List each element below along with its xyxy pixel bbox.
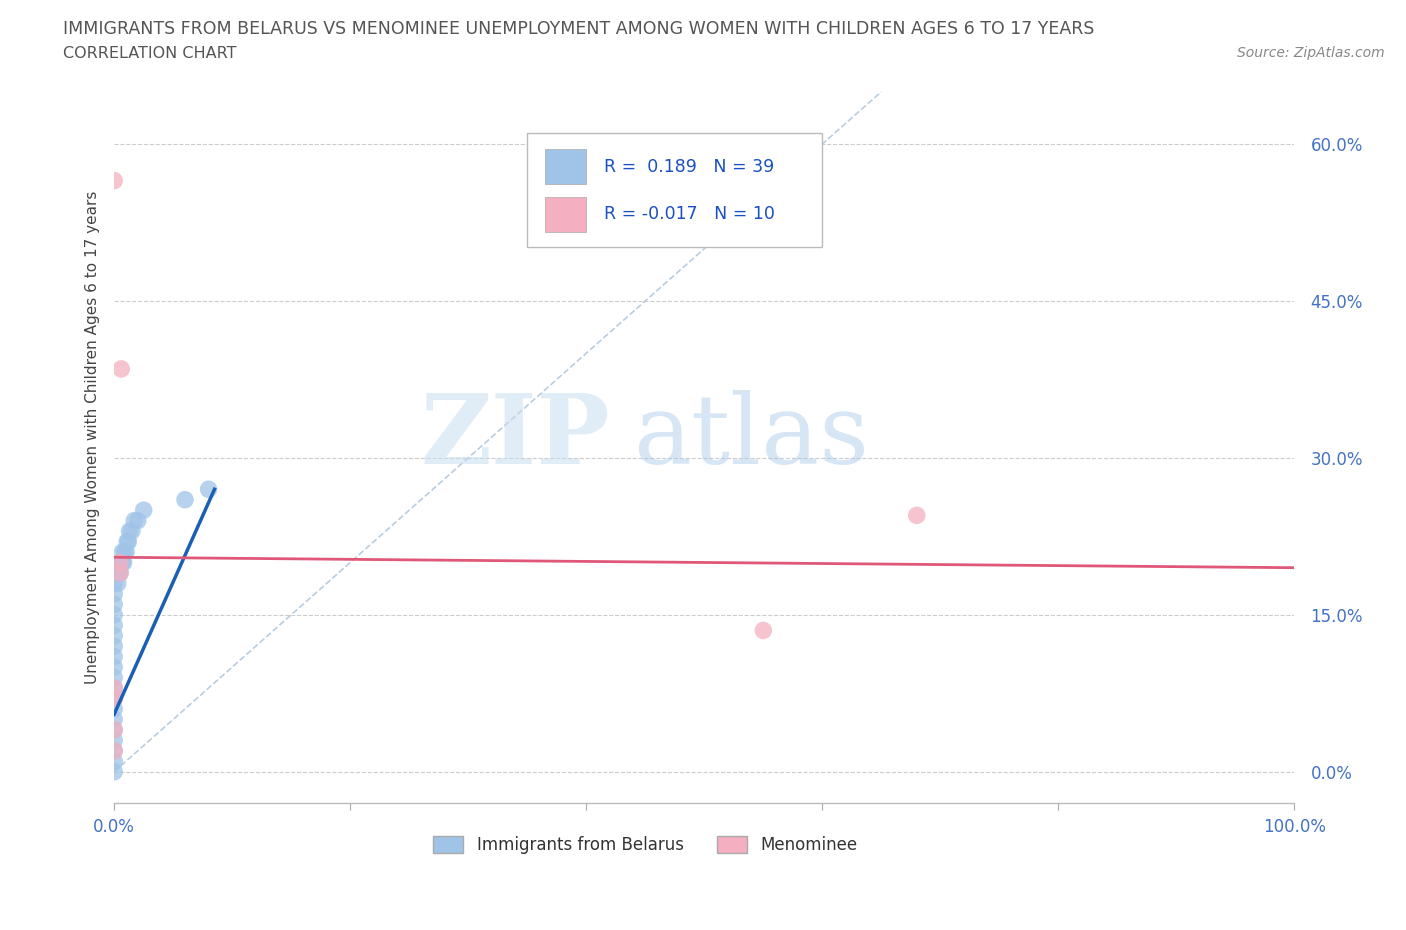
Point	[103, 607, 125, 622]
Point	[103, 723, 125, 737]
Point	[103, 743, 125, 758]
Point	[103, 764, 125, 779]
Point	[115, 545, 138, 560]
Point	[103, 701, 125, 716]
Point	[118, 524, 141, 538]
Point	[103, 681, 125, 696]
Point	[115, 534, 138, 549]
FancyBboxPatch shape	[546, 197, 586, 232]
Point	[108, 565, 131, 580]
Point	[103, 173, 125, 188]
Text: Source: ZipAtlas.com: Source: ZipAtlas.com	[1237, 46, 1385, 60]
Point	[108, 565, 131, 580]
Point	[107, 576, 129, 591]
Point	[103, 649, 125, 664]
Point	[103, 597, 125, 612]
Text: IMMIGRANTS FROM BELARUS VS MENOMINEE UNEMPLOYMENT AMONG WOMEN WITH CHILDREN AGES: IMMIGRANTS FROM BELARUS VS MENOMINEE UNE…	[63, 20, 1095, 38]
Point	[103, 691, 125, 706]
Text: atlas: atlas	[634, 390, 869, 484]
Point	[121, 524, 143, 538]
Point	[103, 712, 125, 727]
Point	[122, 513, 145, 528]
Point	[197, 482, 219, 497]
Point	[103, 733, 125, 748]
Point	[752, 623, 775, 638]
Point	[108, 555, 131, 570]
Point	[103, 618, 125, 632]
Point	[110, 555, 132, 570]
Point	[103, 659, 125, 674]
Point	[103, 681, 125, 696]
Legend: Immigrants from Belarus, Menominee: Immigrants from Belarus, Menominee	[426, 830, 865, 860]
Point	[103, 629, 125, 644]
Point	[108, 565, 131, 580]
Text: ZIP: ZIP	[420, 390, 610, 484]
Point	[132, 503, 155, 518]
Point	[103, 565, 125, 580]
Point	[103, 754, 125, 769]
Point	[110, 362, 132, 377]
Y-axis label: Unemployment Among Women with Children Ages 6 to 17 years: Unemployment Among Women with Children A…	[86, 191, 100, 684]
Point	[112, 555, 135, 570]
FancyBboxPatch shape	[527, 133, 823, 246]
Point	[905, 508, 928, 523]
Point	[103, 639, 125, 654]
FancyBboxPatch shape	[546, 149, 586, 184]
Point	[117, 534, 139, 549]
Point	[103, 691, 125, 706]
Point	[174, 492, 197, 507]
Point	[111, 545, 134, 560]
Point	[103, 587, 125, 602]
Text: R = -0.017   N = 10: R = -0.017 N = 10	[605, 206, 775, 223]
Point	[103, 671, 125, 685]
Point	[114, 545, 136, 560]
Text: CORRELATION CHART: CORRELATION CHART	[63, 46, 236, 61]
Point	[103, 576, 125, 591]
Text: R =  0.189   N = 39: R = 0.189 N = 39	[605, 158, 775, 176]
Point	[108, 555, 131, 570]
Point	[127, 513, 149, 528]
Point	[103, 723, 125, 737]
Point	[111, 555, 134, 570]
Point	[103, 743, 125, 758]
